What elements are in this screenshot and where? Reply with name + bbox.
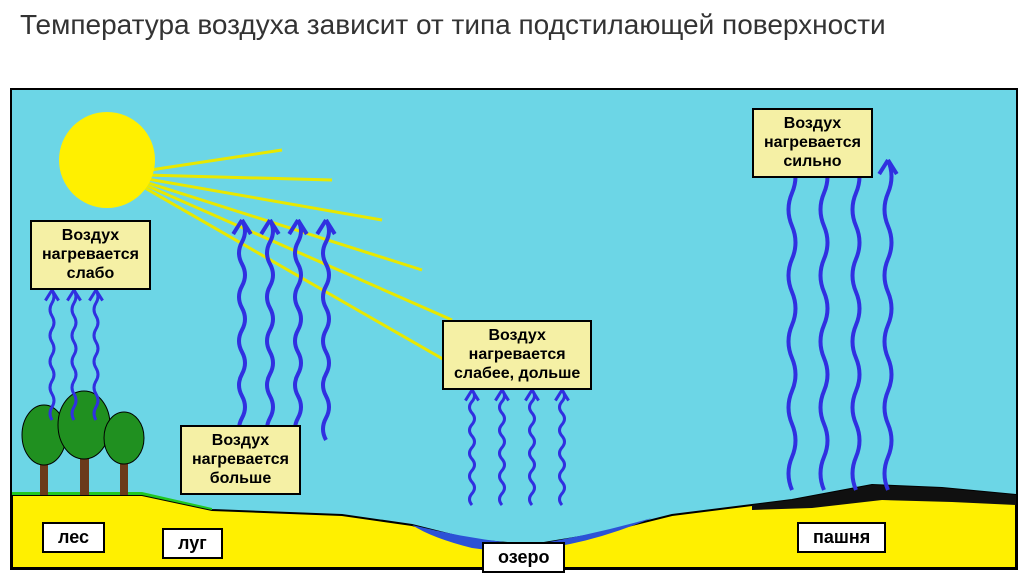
sun: [59, 112, 155, 208]
meadow-ground-label: луг: [162, 528, 223, 559]
diagram-scene: Воздухнагреваетсяслабо Воздухнагревается…: [10, 88, 1018, 570]
plow-air-label: Воздухнагреваетсясильно: [752, 108, 873, 178]
page-title: Температура воздуха зависит от типа подс…: [20, 8, 886, 42]
forest-air-label: Воздухнагреваетсяслабо: [30, 220, 151, 290]
lake-air-label: Воздухнагреваетсяслабее, дольше: [442, 320, 592, 390]
plow-ground-label: пашня: [797, 522, 886, 553]
lake-ground-label: озеро: [482, 542, 565, 573]
forest-ground-label: лес: [42, 522, 105, 553]
meadow-air-label: Воздухнагреваетсябольше: [180, 425, 301, 495]
